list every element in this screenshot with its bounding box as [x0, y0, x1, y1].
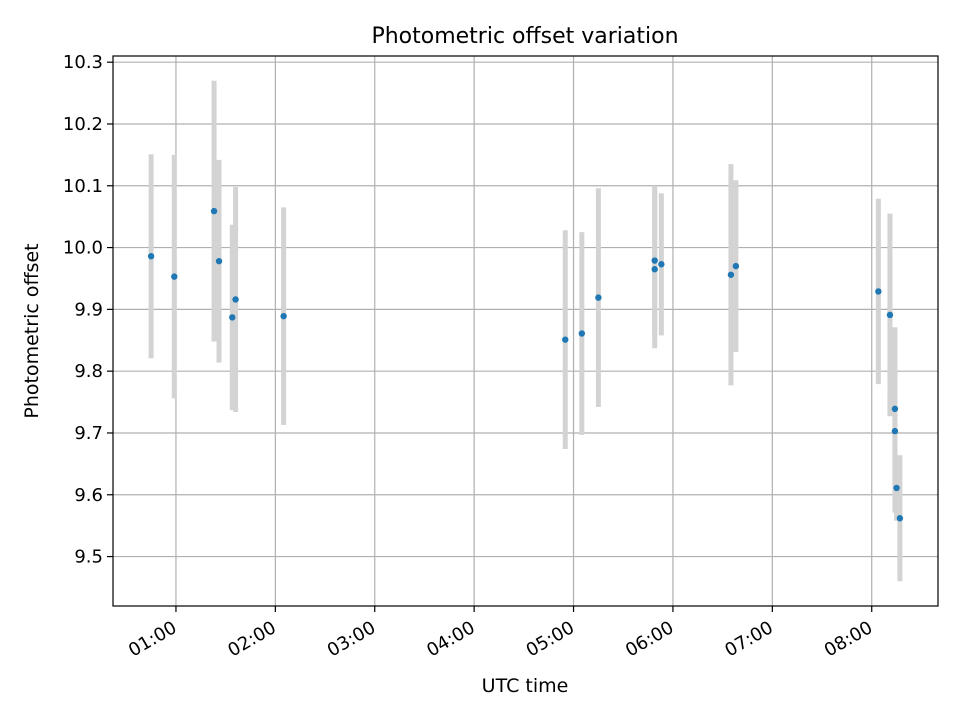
- data-point: [232, 296, 239, 303]
- data-point: [732, 262, 740, 270]
- y-tick-label: 10.3: [63, 52, 103, 73]
- y-tick-label: 10.1: [63, 176, 103, 197]
- data-point: [891, 427, 899, 435]
- data-point: [651, 257, 658, 264]
- grid: [113, 56, 938, 606]
- y-axis-label: Photometric offset: [21, 243, 43, 418]
- data-point: [210, 207, 218, 215]
- y-tick-label: 10.2: [63, 114, 103, 135]
- y-tick-label: 9.7: [74, 423, 103, 444]
- data-point: [651, 266, 658, 273]
- data-points: [147, 207, 904, 522]
- chart-title: Photometric offset variation: [371, 24, 678, 49]
- data-point: [875, 288, 882, 295]
- data-point: [215, 257, 223, 265]
- y-tick-label: 9.5: [74, 547, 103, 568]
- data-point: [562, 336, 569, 343]
- data-point: [171, 273, 178, 280]
- data-point: [595, 294, 602, 301]
- data-point: [891, 405, 899, 413]
- data-point: [280, 312, 287, 320]
- data-point: [886, 311, 894, 319]
- y-tick-label: 9.6: [74, 485, 103, 506]
- data-point: [578, 330, 586, 337]
- y-tick-label: 9.9: [74, 299, 103, 320]
- plot-frame: [112, 55, 939, 607]
- y-tick-label: 10.0: [63, 238, 103, 259]
- y-tick-label: 9.8: [74, 361, 103, 382]
- y-axis-ticks: 9.5 9.6 9.7 9.8 9.9 10.0 10.1 10.2 10.3: [63, 52, 113, 568]
- x-axis-label: UTC time: [482, 675, 569, 697]
- data-point: [896, 515, 904, 522]
- data-point: [658, 261, 665, 268]
- data-point: [229, 314, 236, 321]
- data-point: [727, 271, 735, 278]
- data-point: [893, 484, 900, 492]
- data-point: [147, 253, 155, 260]
